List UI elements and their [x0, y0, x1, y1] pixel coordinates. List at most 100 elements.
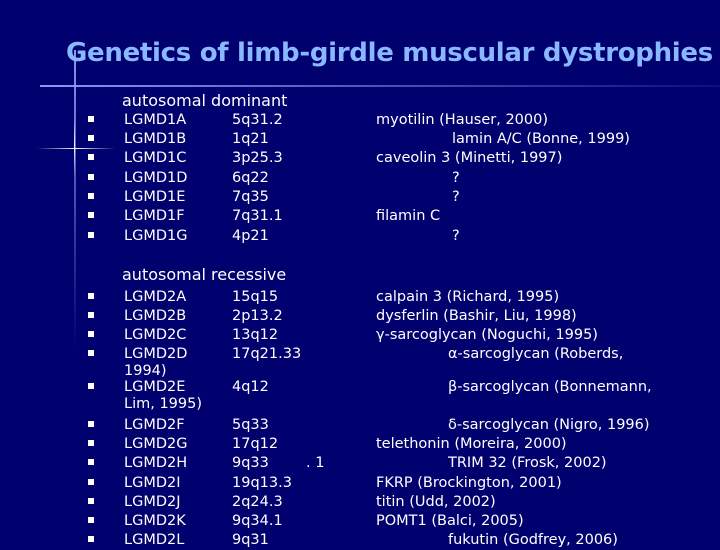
- section-heading-dominant: autosomal dominant: [122, 91, 288, 110]
- bullet-icon: [88, 135, 94, 141]
- protein: fukutin (Godfrey, 2006): [448, 532, 618, 548]
- protein: FKRP (Brockington, 2001): [376, 475, 562, 491]
- protein: ?: [452, 170, 460, 186]
- gene-name: LGMD2I: [124, 475, 181, 491]
- bullet-icon: [88, 154, 94, 160]
- protein: titin (Udd, 2002): [376, 494, 496, 510]
- table-row: LGMD1E 7q35?: [0, 187, 720, 207]
- table-row: LGMD2I 19q13.3 FKRP (Brockington, 2001): [0, 473, 720, 493]
- protein: β-sarcoglycan (Bonnemann,: [448, 379, 652, 395]
- locus: 9q34.1: [232, 513, 283, 529]
- protein: δ-sarcoglycan (Nigro, 1996): [448, 417, 650, 433]
- gene-name: LGMD1G: [124, 228, 188, 244]
- table-row: LGMD2K 9q34.1 POMT1 (Balci, 2005): [0, 511, 720, 531]
- locus: 4q12: [232, 379, 269, 395]
- protein: lamin A/C (Bonne, 1999): [452, 131, 630, 147]
- gene-name: LGMD1C: [124, 150, 187, 166]
- table-row: LGMD1G 4p21?: [0, 226, 720, 246]
- gene-name-continuation: Lim, 1995): [124, 396, 203, 412]
- gene-name: LGMD2F: [124, 417, 185, 433]
- table-row: LGMD2J 2q24.3 titin (Udd, 2002): [0, 492, 720, 512]
- bullet-icon: [88, 193, 94, 199]
- locus: 4p21: [232, 228, 269, 244]
- table-row: LGMD1F 7q31.1 filamin C: [0, 206, 720, 226]
- slide-title: Genetics of limb-girdle muscular dystrop…: [66, 38, 713, 68]
- protein: caveolin 3 (Minetti, 1997): [376, 150, 563, 166]
- table-row: LGMD1A 5q31.2 myotilin (Hauser, 2000): [0, 110, 720, 130]
- table-row: LGMD2H 9q33 . 1 TRIM 32 (Frosk, 2002): [0, 453, 720, 473]
- locus: 7q31.1: [232, 208, 283, 224]
- protein: ?: [452, 228, 460, 244]
- locus: 2q24.3: [232, 494, 283, 510]
- gene-name: LGMD2C: [124, 327, 187, 343]
- bullet-icon: [88, 331, 94, 337]
- gene-name: LGMD2H: [124, 455, 188, 471]
- gene-name: LGMD1A: [124, 112, 187, 128]
- table-row: LGMD2E 4q12 β-sarcoglycan (Bonnemann, Lim, …: [0, 377, 720, 412]
- gene-name: LGMD2J: [124, 494, 181, 510]
- locus: 2p13.2: [232, 308, 283, 324]
- bullet-icon: [88, 383, 94, 389]
- gene-name: LGMD2A: [124, 289, 187, 305]
- protein: α-sarcoglycan (Roberds,: [448, 346, 624, 362]
- bullet-icon: [88, 421, 94, 427]
- gene-name: LGMD2G: [124, 436, 188, 452]
- locus: 5q31.2: [232, 112, 283, 128]
- locus: 3p25.3: [232, 150, 283, 166]
- bullet-icon: [88, 459, 94, 465]
- bullet-icon: [88, 536, 94, 542]
- bullet-icon: [88, 174, 94, 180]
- table-row: LGMD2C 13q12 γ-sarcoglycan (Noguchi, 1995): [0, 325, 720, 345]
- locus: 1q21: [232, 131, 269, 147]
- protein: POMT1 (Balci, 2005): [376, 513, 524, 529]
- locus: 6q22: [232, 170, 269, 186]
- table-row: LGMD2G 17q12 telethonin (Moreira, 2000): [0, 434, 720, 454]
- gene-name: LGMD1F: [124, 208, 185, 224]
- table-row: LGMD1C 3p25.3 caveolin 3 (Minetti, 1997): [0, 148, 720, 168]
- title-underline: [40, 85, 720, 87]
- section-heading-recessive: autosomal recessive: [122, 265, 287, 284]
- locus: 15q15: [232, 289, 279, 305]
- bullet-icon: [88, 517, 94, 523]
- gene-name: LGMD2E: [124, 379, 186, 395]
- locus: 5q33: [232, 417, 269, 433]
- bullet-icon: [88, 232, 94, 238]
- table-row: LGMD1D 6q22?: [0, 168, 720, 188]
- locus-suffix: . 1: [306, 455, 325, 471]
- bullet-icon: [88, 116, 94, 122]
- gene-name: LGMD1E: [124, 189, 186, 205]
- table-row: LGMD2D 17q21.33 α-sarcoglycan (Roberds, 199…: [0, 344, 720, 379]
- bullet-icon: [88, 350, 94, 356]
- gene-name: LGMD2D: [124, 346, 188, 362]
- sparkle-icon: [36, 148, 116, 149]
- table-row: LGMD1B 1q21 lamin A/C (Bonne, 1999): [0, 129, 720, 149]
- protein: γ-sarcoglycan (Noguchi, 1995): [376, 327, 598, 343]
- table-row: LGMD2L 9q31 fukutin (Godfrey, 2006): [0, 530, 720, 550]
- gene-name: LGMD2K: [124, 513, 186, 529]
- gene-name: LGMD1B: [124, 131, 187, 147]
- gene-name: LGMD2L: [124, 532, 185, 548]
- bullet-icon: [88, 293, 94, 299]
- gene-name-continuation: 1994): [124, 363, 167, 379]
- table-row: LGMD2B 2p13.2 dysferlin (Bashir, Liu, 1998…: [0, 306, 720, 326]
- table-row: LGMD2A 15q15 calpain 3 (Richard, 1995): [0, 287, 720, 307]
- bullet-icon: [88, 479, 94, 485]
- table-row: LGMD2F 5q33 δ-sarcoglycan (Nigro, 1996): [0, 415, 720, 435]
- bullet-icon: [88, 440, 94, 446]
- locus: 7q35: [232, 189, 269, 205]
- locus: 19q13.3: [232, 475, 292, 491]
- protein: myotilin (Hauser, 2000): [376, 112, 548, 128]
- protein: calpain 3 (Richard, 1995): [376, 289, 560, 305]
- gene-name: LGMD1D: [124, 170, 188, 186]
- protein: filamin C: [376, 208, 441, 224]
- decorative-vertical-line: [74, 50, 76, 350]
- protein: telethonin (Moreira, 2000): [376, 436, 567, 452]
- protein: dysferlin (Bashir, Liu, 1998): [376, 308, 577, 324]
- locus: 9q33: [232, 455, 269, 471]
- bullet-icon: [88, 498, 94, 504]
- bullet-icon: [88, 212, 94, 218]
- locus: 17q21.33: [232, 346, 302, 362]
- sparkle-icon-vertical: [74, 116, 75, 176]
- protein: TRIM 32 (Frosk, 2002): [448, 455, 607, 471]
